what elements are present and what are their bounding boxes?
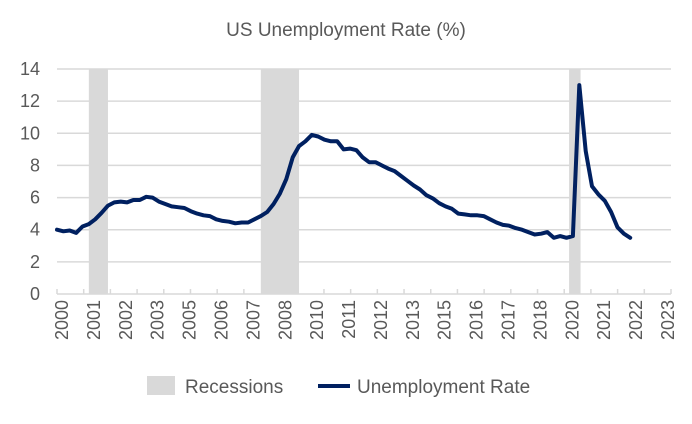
x-tick-label: 2001: [84, 300, 104, 340]
x-tick-label: 2021: [594, 300, 614, 340]
x-axis: 2000 2001 2002 2003 2005 2006 2007 2008 2010 2011…: [52, 289, 678, 340]
x-tick-label: 2015: [435, 300, 455, 340]
legend-recessions-label: Recessions: [185, 377, 283, 398]
x-tick-label: 2022: [626, 300, 646, 340]
x-tick-label: 2023: [658, 300, 678, 340]
y-tick-label: 10: [20, 123, 40, 143]
y-tick-label: 14: [20, 59, 40, 79]
y-tick-label: 2: [30, 252, 40, 272]
x-tick-label: 2002: [116, 300, 136, 340]
x-tick-label: 2000: [52, 300, 72, 340]
y-tick-label: 4: [30, 220, 40, 240]
chart-title: US Unemployment Rate (%): [226, 20, 466, 41]
x-tick-label: 2007: [243, 300, 263, 340]
x-tick-label: 2020: [562, 300, 582, 340]
x-tick-label: 2012: [371, 300, 391, 340]
x-tick-label: 2011: [339, 300, 359, 339]
y-tick-label: 0: [30, 284, 40, 304]
x-tick-label: 2005: [180, 300, 200, 340]
recession-band: [260, 69, 300, 294]
x-tick-label: 2010: [307, 300, 327, 340]
x-tick-label: 2003: [148, 300, 168, 340]
x-tick-label: 2016: [467, 300, 487, 340]
x-tick-label: 2013: [403, 300, 423, 340]
x-tick-label: 2018: [530, 300, 550, 340]
gridlines: [57, 68, 671, 263]
x-tick-label: 2006: [211, 300, 231, 340]
y-tick-label: 6: [30, 188, 40, 208]
recession-bands: [88, 69, 581, 294]
x-tick-label: 2017: [499, 300, 519, 340]
unemployment-rate-line: [55, 83, 633, 240]
y-tick-label: 8: [30, 155, 40, 175]
legend-recessions-swatch: [147, 376, 175, 395]
x-tick-label: 2008: [275, 300, 295, 340]
y-tick-label: 12: [20, 91, 40, 111]
y-axis-labels: 0 2 4 6 8 10 12 14: [20, 59, 40, 304]
legend: Recessions Unemployment Rate: [147, 376, 530, 398]
legend-unemployment-label: Unemployment Rate: [357, 377, 530, 398]
recession-band: [88, 69, 108, 294]
